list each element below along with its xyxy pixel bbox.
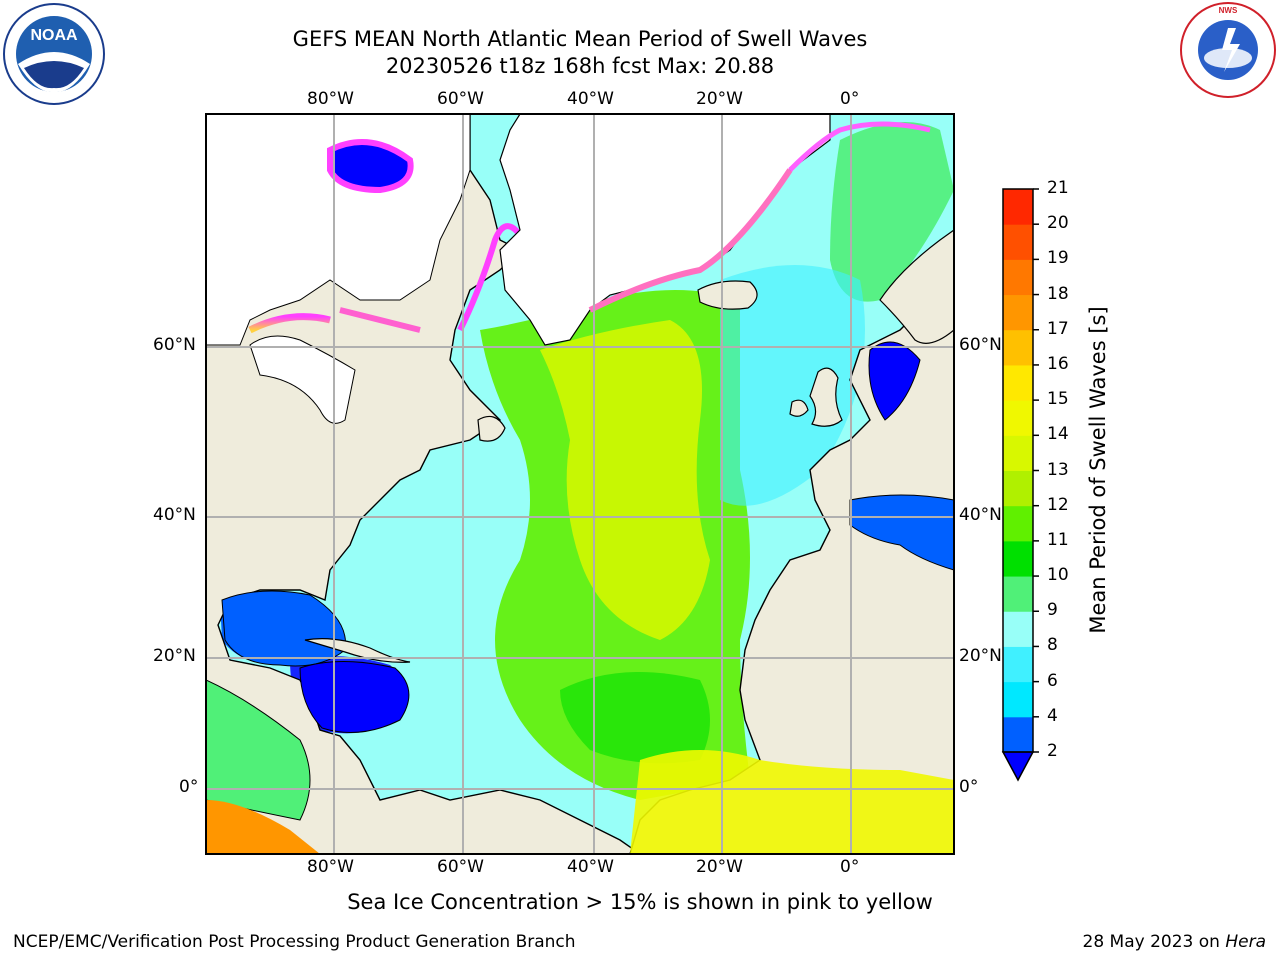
swell-band-norwegian-sea	[830, 122, 954, 302]
pacific-orange-waters	[206, 800, 320, 854]
colorbar-tick-label: 2	[1047, 741, 1058, 761]
colorbar-segment	[1003, 576, 1033, 612]
svalbard-ice-edge	[788, 121, 931, 172]
colorbar-tick-label: 9	[1047, 600, 1058, 621]
lat-label-left-40n: 40°N	[153, 505, 196, 525]
lat-label-left-20n: 20°N	[153, 646, 196, 666]
lon-label-bottom-40w: 40°W	[567, 857, 614, 877]
lon-label-bottom-60w: 60°W	[437, 857, 484, 877]
north-sea	[868, 341, 921, 421]
colorbar-tick-label: 15	[1047, 389, 1069, 410]
colorbar-tick-label: 18	[1047, 283, 1069, 304]
colorbar-tick-label: 16	[1047, 353, 1069, 374]
colorbar-label: Mean Period of Swell Waves [s]	[1086, 306, 1110, 634]
lon-label-top-40w: 40°W	[567, 89, 614, 109]
lat-label-right-60n: 60°N	[959, 335, 1002, 355]
lat-label-right-0: 0°	[959, 777, 979, 797]
colorbar-tick-label: 12	[1047, 494, 1069, 515]
land-americas	[206, 114, 642, 854]
noaa-logo: NOAA	[3, 3, 105, 105]
footer-date: 28 May 2023 on Hera	[1083, 932, 1267, 952]
sea-ice-edge-1	[248, 313, 331, 334]
map-area	[206, 114, 954, 854]
lon-label-top-60w: 60°W	[437, 89, 484, 109]
colorbar-tick-label: 21	[1047, 178, 1069, 198]
swell-band-11s	[560, 672, 710, 764]
colorbar-segment	[1003, 540, 1033, 577]
lat-label-left-60n: 60°N	[153, 335, 196, 355]
lon-label-bottom-0: 0°	[840, 857, 860, 877]
colorbar-tick-label: 19	[1047, 248, 1069, 269]
svg-text:NWS: NWS	[1219, 6, 1238, 15]
ireland	[789, 399, 809, 417]
colorbar-segment	[1003, 224, 1033, 260]
colorbar-segment	[1003, 505, 1033, 542]
map-frame	[205, 113, 955, 855]
gulf-of-guinea-long-period	[630, 750, 954, 854]
footer-credit: NCEP/EMC/Verification Post Processing Pr…	[13, 932, 576, 952]
colorbar-segment	[1003, 470, 1033, 507]
lon-label-top-0: 0°	[840, 89, 860, 109]
hudson-bay	[249, 335, 356, 424]
lon-label-bottom-20w: 20°W	[696, 857, 743, 877]
lon-label-top-20w: 20°W	[696, 89, 743, 109]
colorbar	[1003, 188, 1039, 753]
lat-label-right-20n: 20°N	[959, 646, 1002, 666]
chart-subtitle-run: 20230526 t18z 168h fcst Max: 20.88	[385, 54, 775, 78]
colorbar-tick-label: 14	[1047, 424, 1069, 445]
colorbar-segment	[1003, 646, 1033, 683]
scandinavia	[879, 229, 954, 344]
colorbar-tick-label: 17	[1047, 318, 1069, 339]
noaa-logo-text: NOAA	[30, 27, 78, 44]
colorbar-segment	[1003, 189, 1033, 225]
lat-label-left-0: 0°	[179, 777, 199, 797]
colorbar-tick-label: 11	[1047, 529, 1069, 550]
lon-label-top-80w: 80°W	[307, 89, 354, 109]
chart-title: GEFS MEAN North Atlantic Mean Period of …	[292, 27, 868, 51]
nws-logo: NWS	[1180, 2, 1276, 98]
colorbar-tick-label: 20	[1047, 213, 1069, 234]
colorbar-segment	[1003, 364, 1033, 401]
swell-band-8s	[720, 265, 865, 506]
mediterranean-sea	[849, 494, 954, 571]
colorbar-segment	[1003, 716, 1033, 753]
caribbean-sea	[299, 661, 410, 733]
colorbar-tick-label: 10	[1047, 565, 1069, 586]
baffin-sea-ice	[327, 139, 414, 194]
sea-ice-note: Sea Ice Concentration > 15% is shown in …	[347, 890, 933, 914]
newfoundland	[477, 415, 506, 442]
graticule	[206, 114, 954, 854]
colorbar-tick-label: 4	[1047, 705, 1058, 726]
footer-host: Hera	[1225, 932, 1266, 952]
colorbar-segment	[1003, 681, 1033, 718]
colorbar-tick-label: 13	[1047, 459, 1069, 480]
colorbar-tick-label: 6	[1047, 670, 1058, 691]
greenland-ice-edge	[588, 168, 793, 313]
great-britain	[809, 367, 843, 427]
iceland	[697, 280, 758, 310]
colorbar-segment	[1003, 294, 1033, 331]
lat-label-right-40n: 40°N	[959, 505, 1002, 525]
sea-ice-edge-labrador	[457, 223, 523, 332]
colorbar-segment	[1003, 259, 1033, 296]
colorbar-segment	[1003, 400, 1033, 436]
footer-date-text: 28 May 2023 on	[1082, 932, 1226, 952]
colorbar-segment	[1003, 435, 1033, 471]
colorbar-segment	[1003, 329, 1033, 366]
colorbar-extend-arrow	[1001, 751, 1035, 782]
lon-label-bottom-80w: 80°W	[307, 857, 354, 877]
swell-band-14s	[540, 320, 710, 640]
colorbar-frame	[1002, 188, 1034, 753]
colorbar-segment	[1003, 611, 1033, 647]
sea-ice-edge-2	[339, 307, 421, 333]
colorbar-tick-label: 8	[1047, 635, 1058, 656]
